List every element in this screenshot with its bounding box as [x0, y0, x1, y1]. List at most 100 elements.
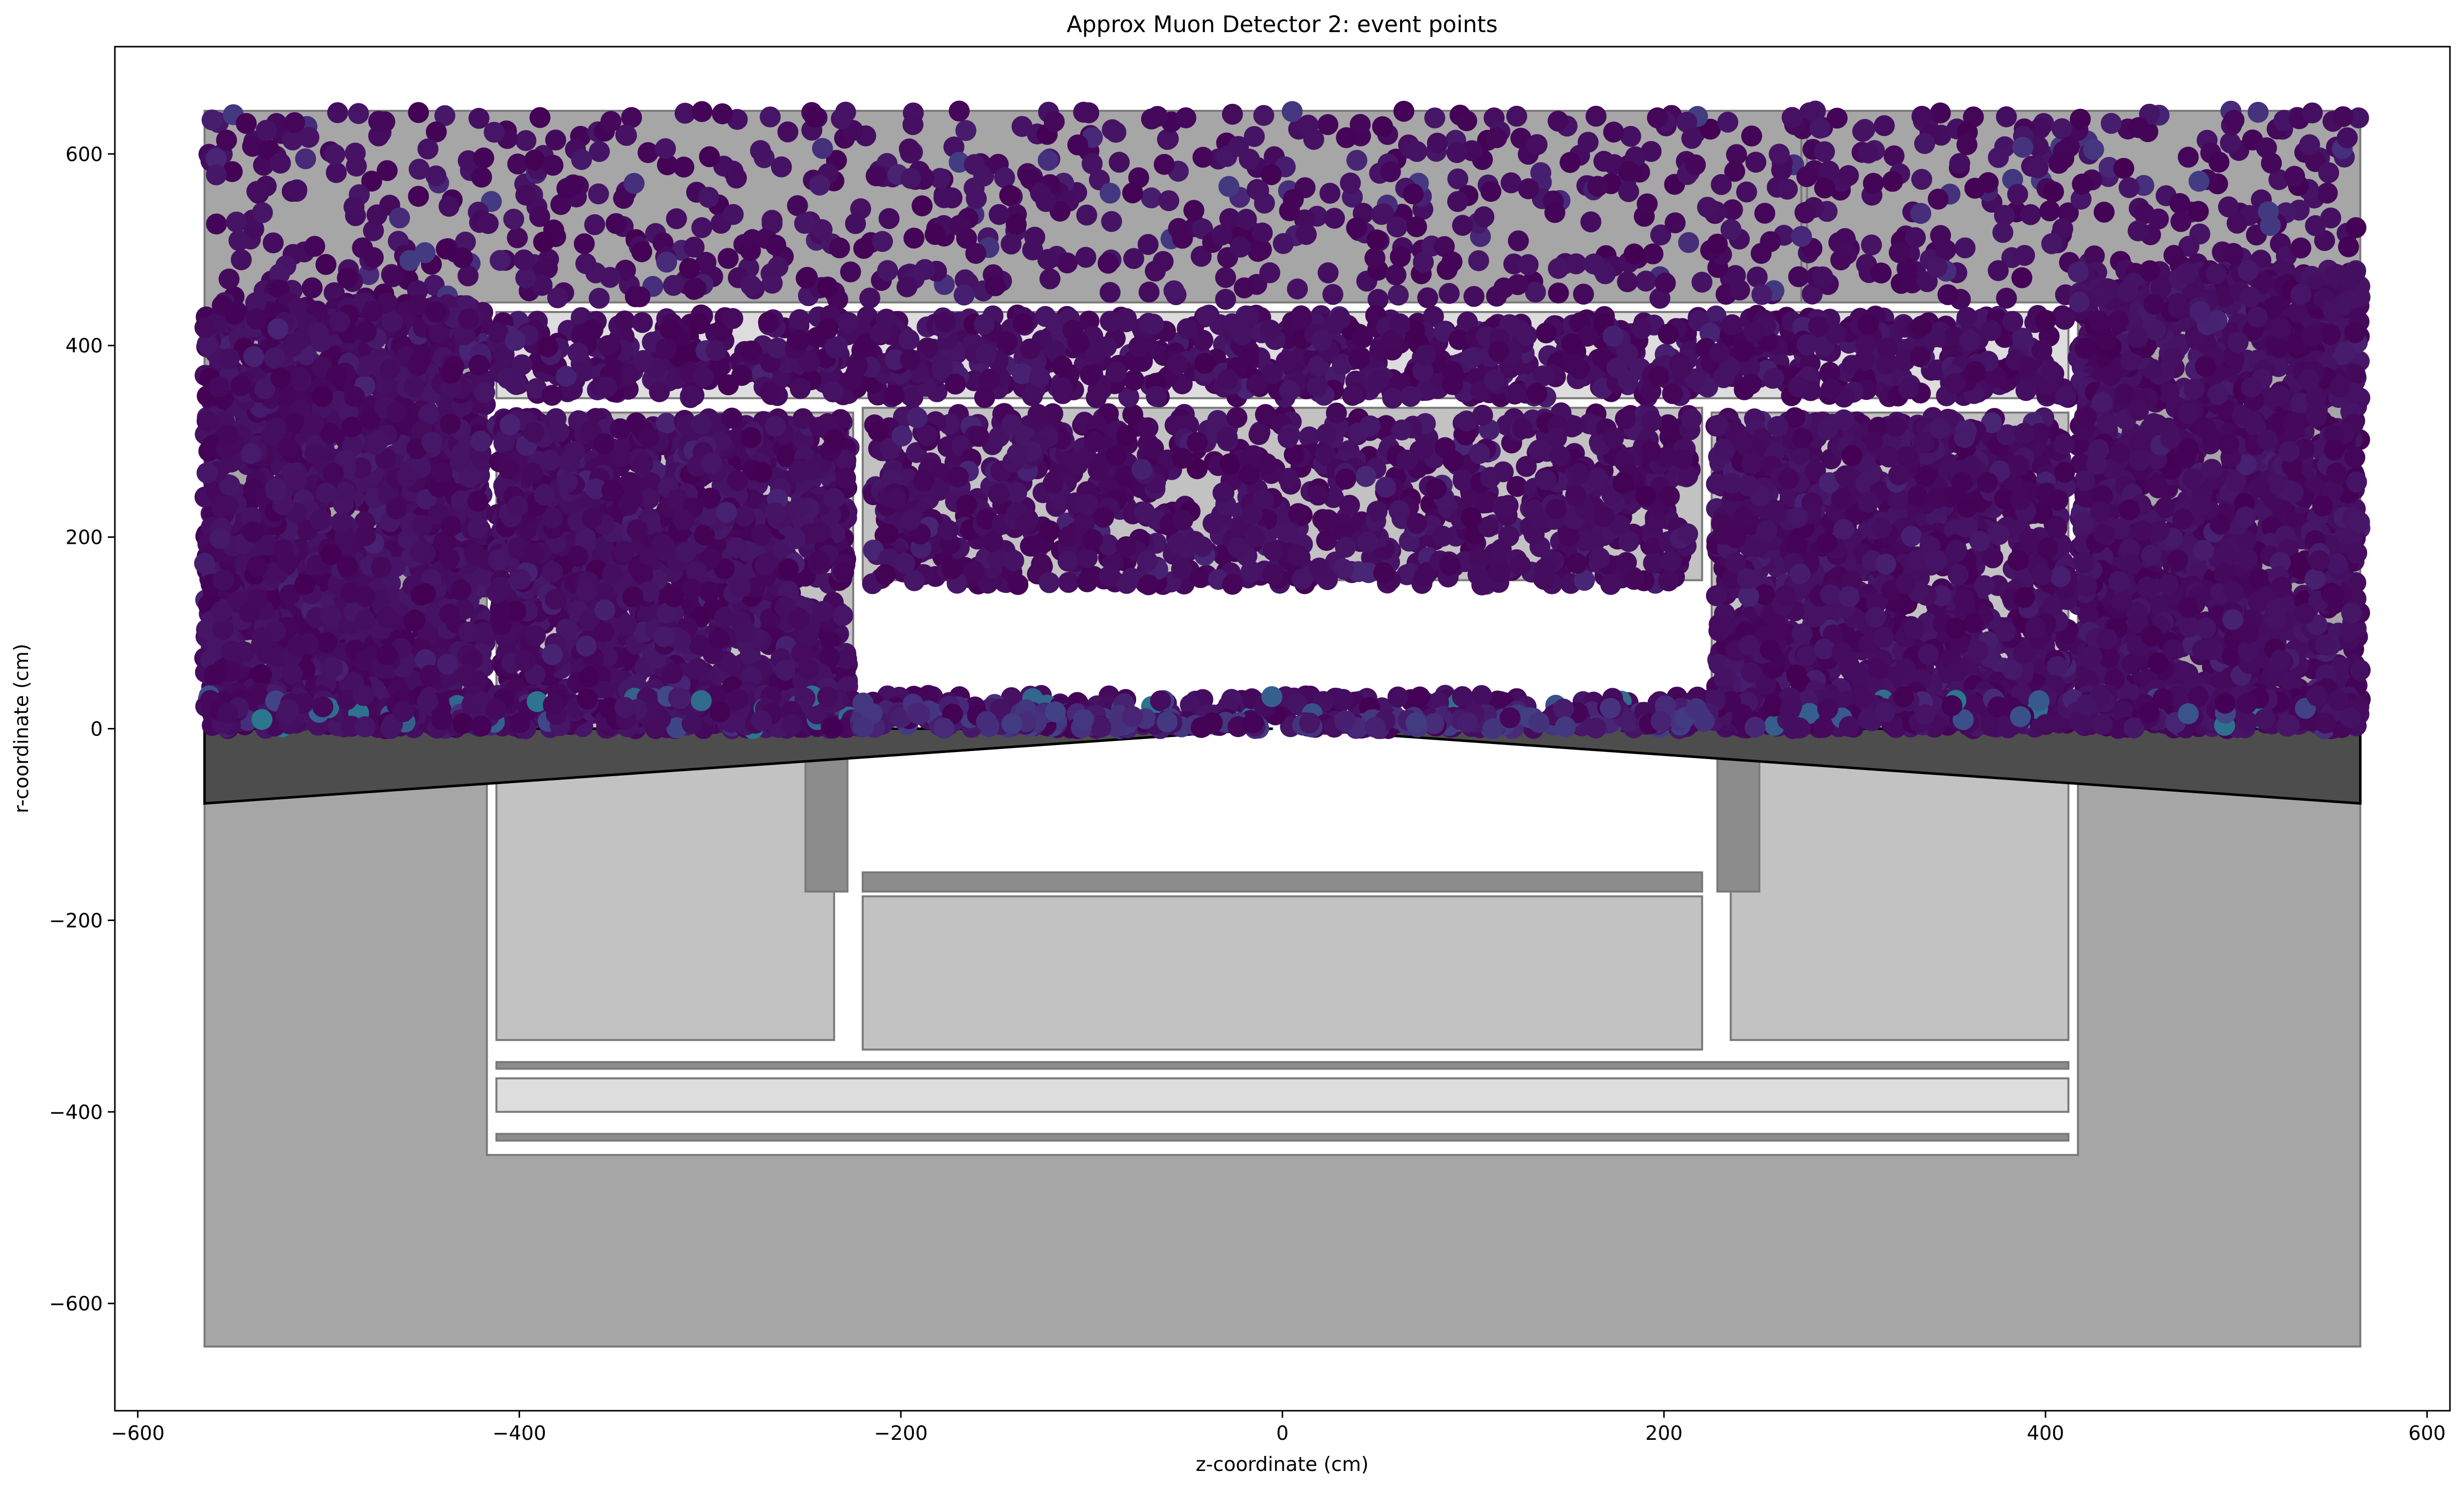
event-point [2100, 113, 2122, 134]
event-point [286, 179, 307, 201]
event-point [458, 622, 480, 643]
event-point [2072, 174, 2093, 195]
event-point [467, 517, 489, 539]
event-point [1863, 173, 1884, 194]
event-point [341, 416, 363, 438]
event-point [865, 165, 887, 187]
event-point [2223, 243, 2244, 264]
event-point [1618, 161, 1640, 182]
event-point [750, 140, 771, 162]
event-point [1211, 224, 1233, 246]
event-point [655, 138, 676, 160]
event-point [376, 645, 398, 666]
event-point [217, 424, 238, 445]
event-point [2206, 263, 2227, 284]
event-point [966, 188, 987, 209]
event-point [236, 113, 257, 134]
event-point [859, 287, 880, 309]
event-point [2278, 440, 2300, 462]
event-point [2339, 620, 2360, 642]
event-point [1681, 128, 1703, 149]
event-point [2169, 193, 2191, 214]
event-point [853, 238, 874, 259]
event-point [1729, 279, 1750, 301]
event-point [1642, 243, 1664, 264]
event-point [277, 437, 298, 459]
event-point [355, 525, 376, 546]
event-point [1911, 169, 1932, 190]
event-point [331, 512, 352, 533]
event-point [956, 228, 977, 249]
event-point [2131, 520, 2153, 541]
event-point [2161, 348, 2183, 369]
event-point [243, 346, 264, 367]
event-point [2011, 267, 2033, 288]
event-point [717, 248, 739, 269]
event-point [600, 111, 622, 132]
event-point [246, 181, 267, 202]
event-point [811, 219, 833, 240]
event-point [1585, 105, 1607, 127]
event-point [1123, 248, 1145, 269]
event-point [473, 147, 495, 169]
event-point [2248, 568, 2270, 589]
event-point [831, 108, 852, 129]
event-point [726, 167, 747, 189]
event-point [1911, 105, 1933, 127]
event-point [389, 207, 410, 229]
event-point [211, 601, 232, 622]
event-point [2172, 508, 2194, 530]
event-point [356, 321, 377, 343]
event-point [386, 401, 407, 422]
event-point [1530, 162, 1552, 184]
event-point [196, 410, 218, 432]
event-point [911, 195, 933, 217]
event-point [468, 354, 490, 376]
event-point [2241, 377, 2262, 398]
event-point [212, 619, 234, 641]
event-point [1987, 260, 2009, 281]
event-point [1022, 239, 1043, 261]
event-point [352, 237, 373, 258]
event-point [1480, 181, 1502, 202]
event-point [253, 155, 274, 176]
event-point [1636, 193, 1658, 215]
event-point [316, 482, 337, 504]
event-point [2223, 581, 2244, 603]
event-point [464, 543, 485, 565]
event-point [218, 268, 240, 290]
event-point [411, 515, 433, 536]
event-point [2269, 385, 2290, 406]
event-point [303, 413, 325, 434]
event-point [2167, 549, 2188, 570]
event-point [246, 555, 268, 577]
event-point [2175, 448, 2196, 469]
event-point [2193, 540, 2214, 561]
event-point [1799, 102, 1820, 123]
event-point [524, 150, 545, 171]
event-point [315, 254, 337, 275]
event-point [2074, 552, 2095, 573]
event-point [2227, 332, 2249, 353]
event-point [1039, 268, 1061, 289]
event-point [1253, 105, 1275, 126]
event-point [529, 107, 551, 128]
event-point [2329, 376, 2350, 397]
event-point [1954, 237, 1976, 258]
event-point [251, 627, 273, 648]
event-point [1937, 284, 1959, 306]
event-point [2341, 603, 2362, 624]
event-point [1259, 262, 1281, 283]
event-point [1145, 260, 1166, 282]
event-point [2249, 477, 2270, 498]
event-point [243, 478, 264, 500]
event-point [1349, 114, 1371, 135]
event-point [213, 569, 234, 591]
event-point [419, 665, 440, 686]
event-point [2147, 208, 2169, 230]
event-point [809, 175, 830, 196]
event-point [1236, 209, 1257, 230]
event-point [2090, 501, 2111, 522]
detector-region [1730, 727, 2070, 1041]
event-point [2302, 326, 2324, 347]
